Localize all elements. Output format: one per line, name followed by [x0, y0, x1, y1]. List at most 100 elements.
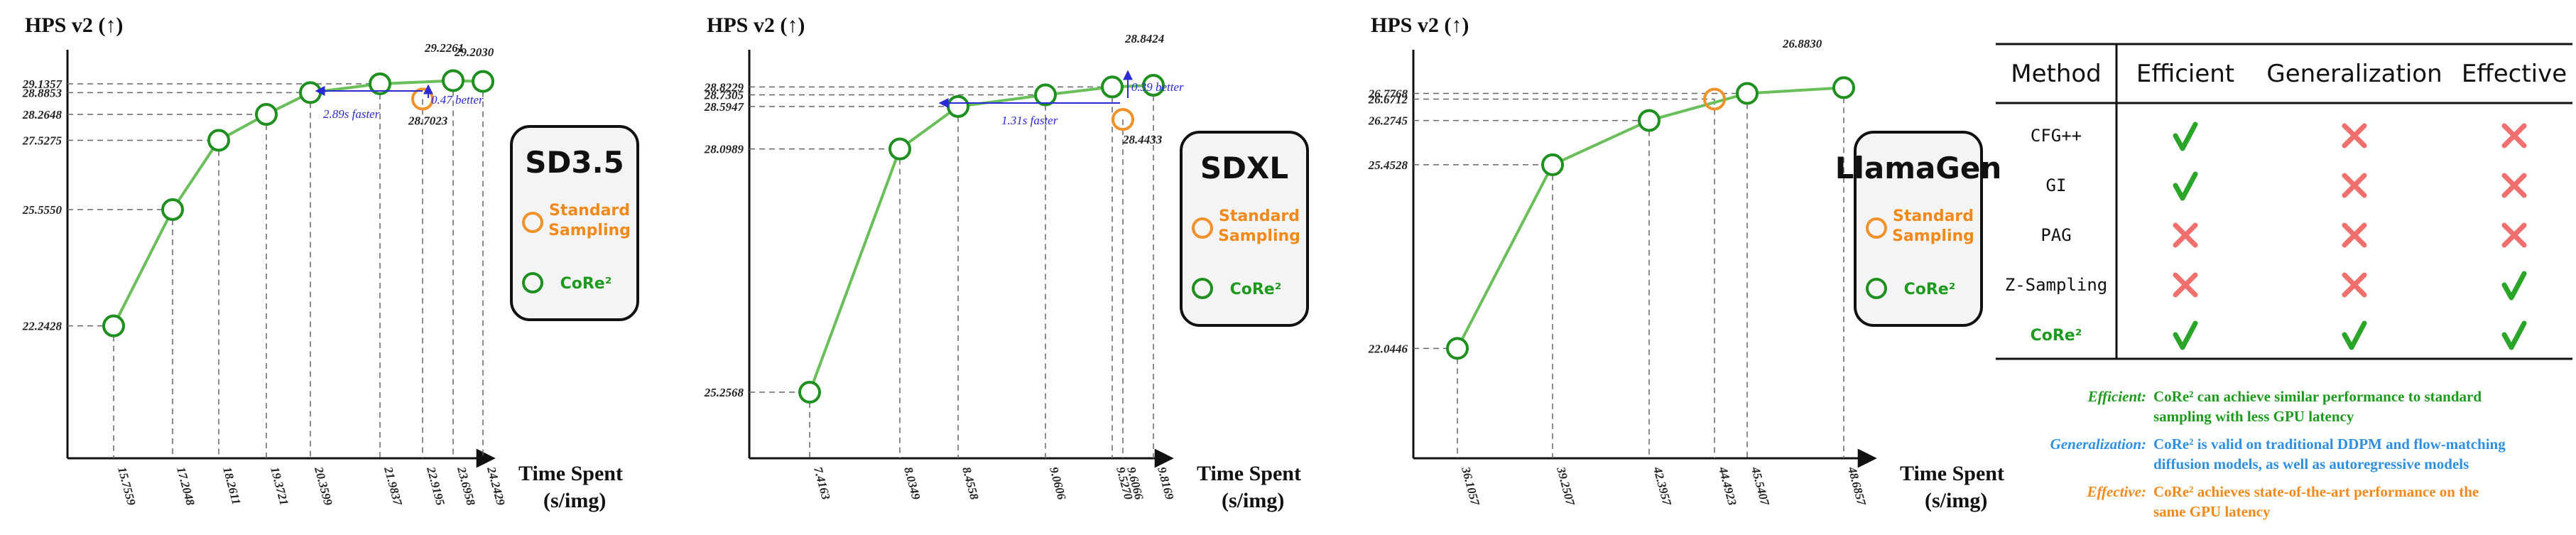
core-point: [1736, 82, 1759, 105]
legend-box: [510, 125, 639, 321]
legend-core-label: CoRe²: [1904, 281, 1956, 298]
cross-icon: [2501, 123, 2527, 148]
core-point: [798, 381, 821, 404]
y-tick-label: 27.5275: [22, 134, 63, 147]
core-point: [102, 314, 125, 337]
x-tick-label: 36.1057: [1459, 465, 1482, 508]
y-tick-label: 26.2745: [1368, 114, 1408, 128]
x-tick-label: 9.8169: [1155, 465, 1177, 502]
legend-box: [1854, 131, 1983, 327]
table-method-name: Z-Sampling: [2005, 275, 2108, 295]
table-header-generalization: Generalization: [2266, 60, 2442, 88]
x-tick-label: 15.7559: [115, 465, 138, 507]
check-icon: [2501, 320, 2527, 350]
note-label: Effective:: [2086, 483, 2146, 500]
y-tick-label: 26.7768: [1368, 87, 1408, 100]
cross-icon: [2173, 272, 2198, 298]
note-label: Generalization:: [2050, 436, 2146, 453]
faster-label: 2.89s faster: [323, 107, 380, 121]
core-point: [299, 81, 322, 104]
standard-value-label: 28.7023: [408, 114, 448, 127]
cross-icon: [2342, 123, 2367, 148]
x-tick-label: 21.9837: [381, 465, 405, 508]
table-method-name: CFG++: [2031, 126, 2082, 146]
note-label: Efficient:: [2087, 388, 2146, 405]
y-tick-label: 26.6712: [1368, 92, 1408, 106]
comparison-table: Method Efficient Generalization Effective CF…: [1996, 43, 2572, 360]
check-icon: [2173, 320, 2198, 350]
y-tick-label: 28.5947: [704, 100, 745, 114]
legend: LlamaGen Standard Sampling CoRe²: [1835, 131, 2001, 327]
core-point: [472, 70, 494, 93]
x-tick-label: 24.2429: [484, 465, 508, 507]
y-tick-label: 28.0989: [704, 143, 744, 156]
legend-standard-label: Standard: [1893, 207, 1974, 225]
legend-core-label: CoRe²: [1230, 281, 1282, 298]
better-label: 0.47 better: [431, 93, 484, 107]
cross-icon: [2173, 222, 2198, 248]
legend-standard-marker: [1866, 217, 1887, 239]
standard-point: [1703, 87, 1726, 111]
chart-3: HPS v2 (↑) Time Spent (s/img) 22.0446 25.452…: [1368, 13, 2004, 512]
x-axis-label: Time Spent: [518, 462, 623, 485]
note-line: CoRe² can achieve similar performance to…: [2153, 388, 2482, 405]
legend-core-label: CoRe²: [560, 275, 612, 293]
better-label: 0.39 better: [1131, 80, 1184, 94]
standard-point: [1112, 108, 1134, 131]
legend-core-marker: [1192, 278, 1213, 299]
chart-title: HPS v2 (↑): [707, 13, 805, 37]
x-tick-label: 23.6958: [455, 465, 478, 507]
legend-title: SD3.5: [525, 145, 624, 180]
x-tick-label: 18.2611: [220, 465, 243, 506]
core-point: [1142, 74, 1165, 97]
notes: Efficient: CoRe² can achieve similar perf…: [2050, 388, 2506, 520]
top-value-label: 28.8424: [1124, 32, 1164, 45]
table-method-name: CoRe²: [2031, 327, 2082, 345]
y-tick-label: 25.2568: [704, 386, 744, 399]
top-value-label: 26.8830: [1782, 37, 1822, 50]
core-point: [1101, 75, 1124, 99]
y-tick-label: 28.8229: [704, 80, 744, 94]
core-series-line: [112, 79, 484, 327]
faster-label: 1.31s faster: [1001, 114, 1058, 127]
chart-title: HPS v2 (↑): [25, 13, 123, 37]
core-point: [1638, 109, 1661, 132]
legend-standard-marker: [522, 212, 543, 233]
x-tick-label: 17.2048: [174, 465, 197, 507]
legend-core-marker: [522, 272, 543, 293]
core-series-line: [808, 84, 1154, 393]
x-tick-label: 7.4163: [811, 465, 833, 502]
x-tick-label: 44.4923: [1716, 465, 1739, 507]
core-point: [1446, 337, 1469, 360]
core-point: [888, 137, 911, 161]
legend-standard-marker: [1192, 217, 1213, 239]
legend-core-marker: [1866, 278, 1887, 299]
note-line: CoRe² achieves state-of-the-art performa…: [2153, 483, 2479, 500]
legend-box: [1180, 131, 1309, 327]
y-tick-label: 22.0446: [1368, 342, 1408, 355]
x-axis-label: Time Spent: [1197, 462, 1301, 485]
chart-1: HPS v2 (↑) Time Spent (s/img) 22.2428 25.555…: [22, 13, 639, 512]
table-header-method: Method: [2011, 60, 2102, 88]
x-tick-label: 45.5407: [1749, 465, 1772, 508]
x-tick-label: 9.0606: [1047, 465, 1069, 502]
y-tick-label: 28.2648: [22, 108, 63, 121]
core-point: [255, 103, 278, 126]
core-point: [1832, 76, 1855, 99]
x-axis-unit: (s/img): [1925, 489, 1987, 512]
legend-standard-label: Sampling: [1892, 227, 1974, 245]
legend-title: LlamaGen: [1835, 151, 2001, 185]
x-tick-label: 42.3957: [1651, 465, 1674, 508]
y-tick-label: 28.8853: [22, 86, 63, 99]
legend-standard-label: Standard: [1219, 207, 1300, 225]
x-tick-label: 8.0349: [901, 465, 923, 502]
check-icon: [2342, 320, 2367, 350]
core-point: [207, 129, 230, 152]
x-tick-label: 8.4558: [960, 465, 982, 502]
x-tick-label: 19.3721: [268, 465, 291, 507]
chart-2: HPS v2 (↑) Time Spent (s/img) 25.2568 28.098…: [704, 13, 1309, 512]
top-value-label: 29.2261: [424, 41, 464, 55]
core-point: [161, 198, 184, 221]
x-tick-label: 22.9195: [424, 465, 447, 507]
